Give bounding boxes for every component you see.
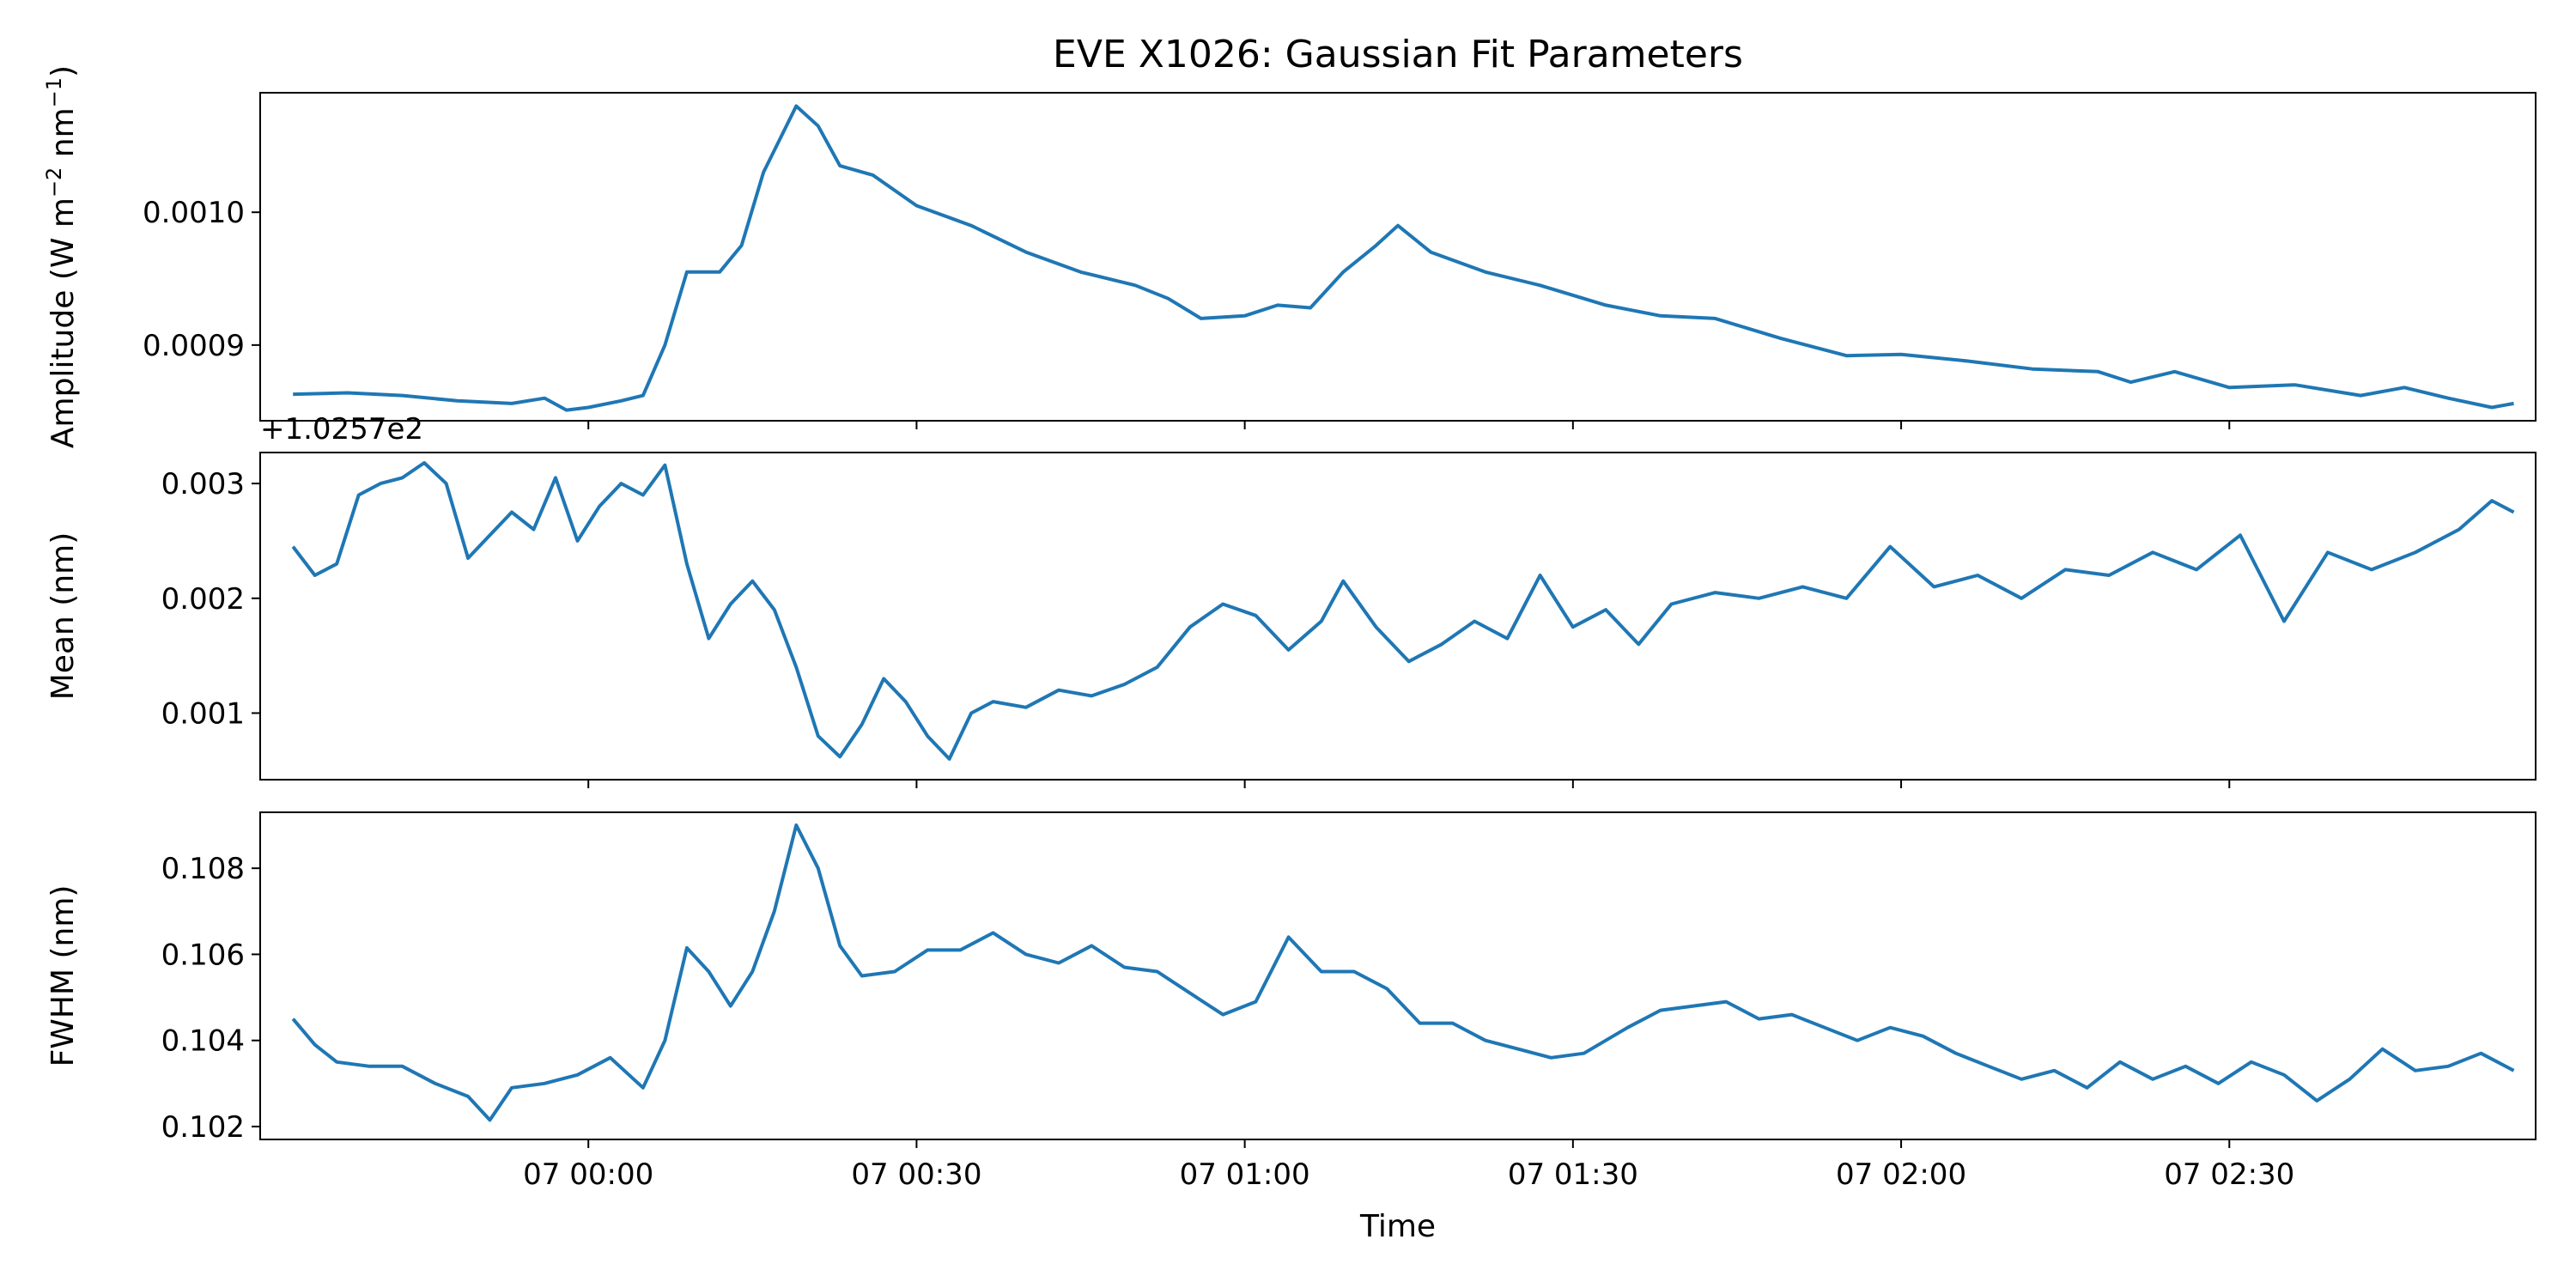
amplitude-y-axis-label-main: Amplitude (W m <box>46 197 81 448</box>
mean-y-tick-label: 0.003 <box>161 467 245 501</box>
amplitude-y-axis-label-unit: nm <box>46 107 81 167</box>
amplitude-y-axis-label: Amplitude (W m−2 nm−1) <box>42 65 81 448</box>
mean-axes-frame <box>259 452 2537 781</box>
x-tick-label: 07 01:30 <box>1508 1157 1638 1192</box>
mean-y-tick-label: 0.001 <box>161 696 245 731</box>
fwhm-axes-frame <box>259 811 2537 1140</box>
amplitude-y-axis-label-exponent-1: −2 <box>42 167 66 197</box>
x-tick-label: 07 02:00 <box>1836 1157 1966 1192</box>
mean-plot-content: 0.001 0.002 0.003 <box>161 452 2537 788</box>
x-axis-label: Time <box>1359 1209 1436 1244</box>
fwhm-y-tick-label: 0.108 <box>161 852 245 886</box>
mean-y-axis-label: Mean (nm) <box>46 532 81 701</box>
fwhm-panel: 0.102 0.104 0.106 0.108 07 00:00 07 00:30 07 0… <box>46 811 2537 1192</box>
x-tick-label: 07 00:00 <box>523 1157 653 1192</box>
amplitude-y-axis-label-close: ) <box>46 65 81 77</box>
mean-panel: 0.001 0.002 0.003 Mean (nm) +1.0257e2 <box>46 412 2537 788</box>
amplitude-panel: 0.0009 0.0010 Amplitude (W m−2 nm−1) <box>42 65 2537 448</box>
amplitude-plot-content: 0.0009 0.0010 <box>143 92 2537 429</box>
amplitude-y-tick-label: 0.0009 <box>143 329 245 363</box>
mean-y-tick-label: 0.002 <box>161 582 245 617</box>
mean-offset-text: +1.0257e2 <box>260 412 423 447</box>
fwhm-series-line <box>291 823 2515 1122</box>
chart-title: EVE X1026: Gaussian Fit Parameters <box>1053 33 1743 76</box>
x-tick-label: 07 01:00 <box>1180 1157 1310 1192</box>
amplitude-y-axis-label-exponent-2: −1 <box>42 77 66 107</box>
fwhm-y-tick-label: 0.104 <box>161 1024 245 1059</box>
fwhm-y-axis-label: FWHM (nm) <box>46 885 81 1067</box>
x-tick-label: 07 02:30 <box>2164 1157 2294 1192</box>
x-tick-label: 07 00:30 <box>851 1157 981 1192</box>
amplitude-y-tick-label: 0.0010 <box>143 196 245 230</box>
fwhm-plot-content: 0.102 0.104 0.106 0.108 07 00:00 07 00:30 07 0… <box>161 811 2537 1192</box>
fwhm-y-tick-label: 0.102 <box>161 1110 245 1145</box>
amplitude-series-line <box>293 104 2514 412</box>
fwhm-y-tick-label: 0.106 <box>161 938 245 972</box>
mean-series-line <box>291 461 2515 761</box>
amplitude-axes-frame <box>259 92 2537 422</box>
